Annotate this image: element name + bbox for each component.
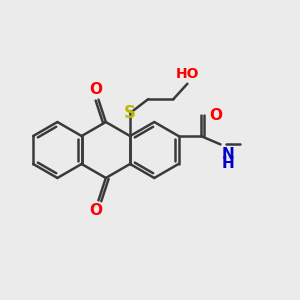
Text: O: O [89, 82, 102, 97]
Text: HO: HO [176, 67, 199, 81]
Text: H: H [222, 156, 235, 171]
Text: O: O [89, 203, 102, 218]
Text: S: S [124, 104, 136, 122]
Text: N: N [222, 147, 235, 162]
Text: O: O [209, 107, 222, 122]
